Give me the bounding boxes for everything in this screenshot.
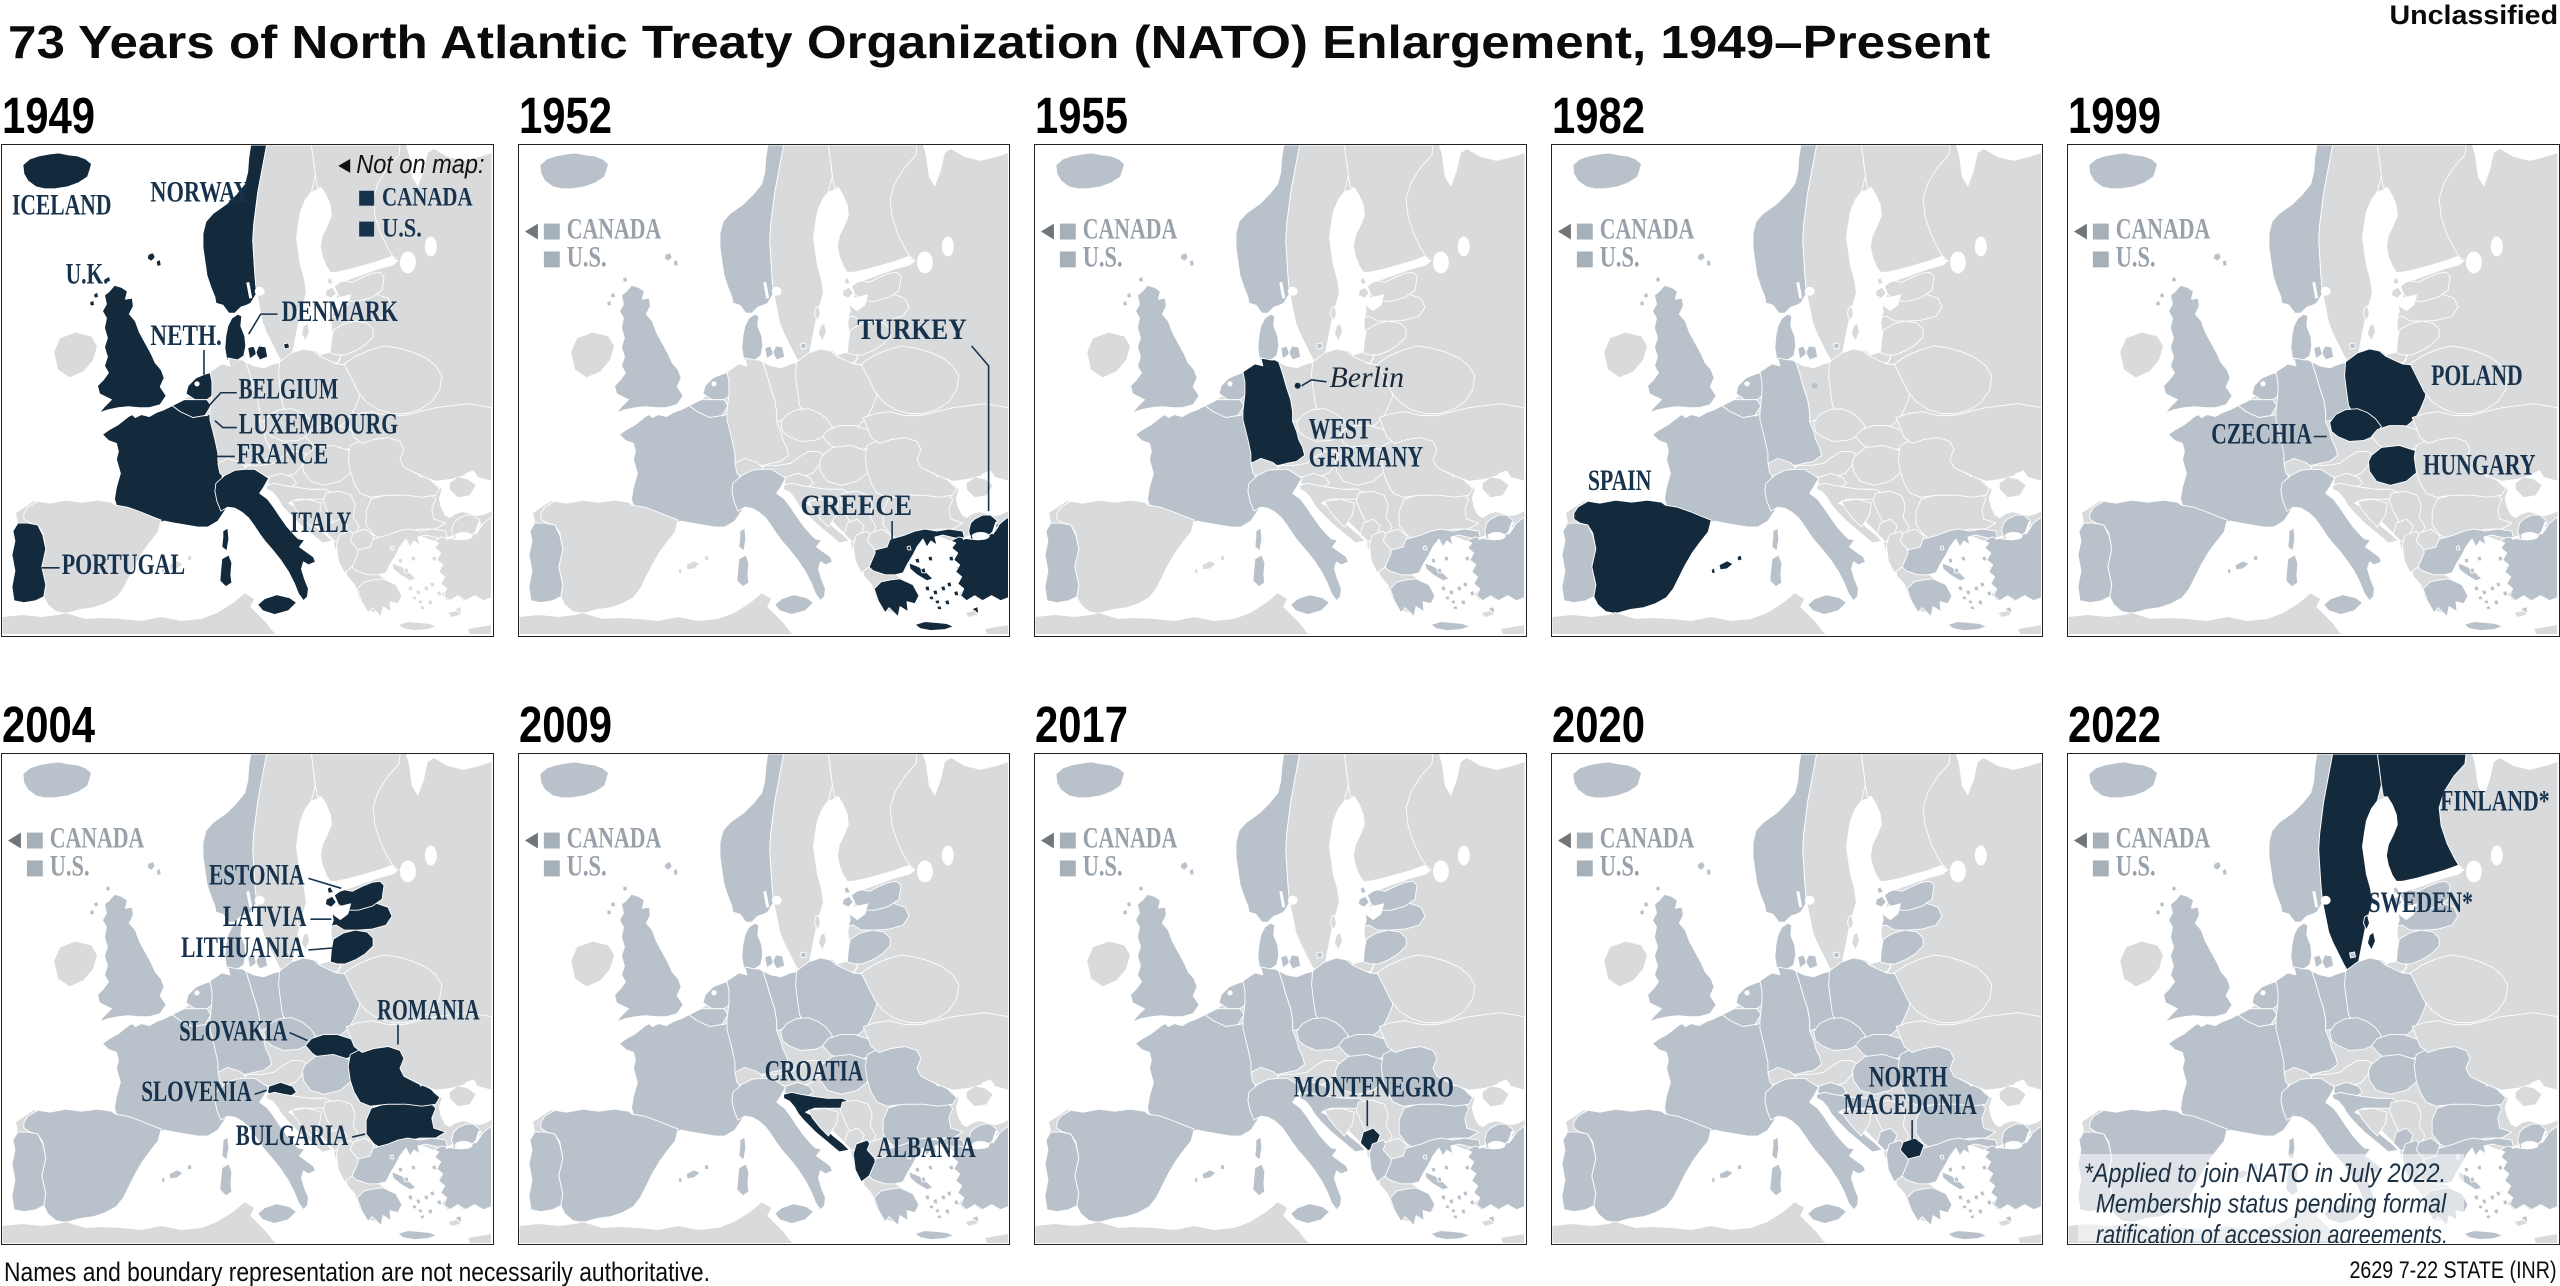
svg-text:U.S.: U.S. xyxy=(50,849,90,882)
svg-text:U.S.: U.S. xyxy=(2116,240,2156,273)
svg-text:ratification of accession agre: ratification of accession agreements. xyxy=(2096,1219,2448,1243)
svg-text:FINLAND*: FINLAND* xyxy=(2440,784,2549,817)
svg-text:ROMANIA: ROMANIA xyxy=(377,993,480,1026)
svg-text:PORTUGAL: PORTUGAL xyxy=(62,548,185,581)
svg-text:HUNGARY: HUNGARY xyxy=(2423,448,2535,481)
svg-text:Membership status pending form: Membership status pending formal xyxy=(2096,1188,2447,1218)
svg-text:SLOVAKIA: SLOVAKIA xyxy=(179,1014,288,1047)
svg-text:SPAIN: SPAIN xyxy=(1587,464,1651,497)
svg-text:U.K.: U.K. xyxy=(66,257,109,290)
svg-text:TURKEY: TURKEY xyxy=(857,313,966,346)
svg-text:Berlin: Berlin xyxy=(1329,361,1404,394)
svg-text:CZECHIA: CZECHIA xyxy=(2211,417,2312,450)
svg-text:CROATIA: CROATIA xyxy=(764,1054,863,1087)
svg-text:LATVIA: LATVIA xyxy=(223,900,307,933)
svg-text:CANADA: CANADA xyxy=(566,821,661,854)
svg-text:CANADA: CANADA xyxy=(566,213,661,246)
svg-text:CANADA: CANADA xyxy=(1083,821,1178,854)
svg-text:U.S.: U.S. xyxy=(1083,849,1123,882)
svg-text:CANADA: CANADA xyxy=(1599,213,1694,246)
svg-text:ESTONIA: ESTONIA xyxy=(209,858,305,891)
svg-text:MONTENEGRO: MONTENEGRO xyxy=(1294,1070,1454,1103)
svg-text:GREECE: GREECE xyxy=(800,489,911,522)
svg-text:WEST: WEST xyxy=(1309,413,1372,446)
svg-text:Not on map:: Not on map: xyxy=(356,151,484,179)
svg-text:NORWAY: NORWAY xyxy=(150,176,249,209)
svg-text:U.S.: U.S. xyxy=(566,240,606,273)
svg-text:CANADA: CANADA xyxy=(382,182,473,212)
svg-text:ICELAND: ICELAND xyxy=(12,189,111,222)
svg-text:SLOVENIA: SLOVENIA xyxy=(141,1075,252,1108)
svg-text:CANADA: CANADA xyxy=(2116,821,2211,854)
svg-text:*Applied to join NATO in July: *Applied to join NATO in July 2022. xyxy=(2084,1157,2446,1187)
svg-text:U.S.: U.S. xyxy=(1599,240,1639,273)
svg-text:MACEDONIA: MACEDONIA xyxy=(1843,1088,1977,1121)
svg-text:BULGARIA: BULGARIA xyxy=(236,1119,349,1152)
svg-text:LUXEMBOURG: LUXEMBOURG xyxy=(239,408,398,441)
svg-text:CANADA: CANADA xyxy=(1599,821,1694,854)
svg-text:GERMANY: GERMANY xyxy=(1309,440,1423,473)
svg-text:ITALY: ITALY xyxy=(291,506,352,539)
svg-text:CANADA: CANADA xyxy=(2116,213,2211,246)
svg-text:SWEDEN*: SWEDEN* xyxy=(2368,886,2472,919)
svg-text:ALBANIA: ALBANIA xyxy=(877,1130,976,1163)
svg-text:NORTH: NORTH xyxy=(1868,1060,1947,1093)
svg-text:NETH.: NETH. xyxy=(150,319,222,352)
svg-text:U.S.: U.S. xyxy=(1599,849,1639,882)
svg-text:U.S.: U.S. xyxy=(566,849,606,882)
svg-text:U.S.: U.S. xyxy=(382,213,422,243)
svg-text:DENMARK: DENMARK xyxy=(282,295,398,328)
svg-text:POLAND: POLAND xyxy=(2431,359,2523,392)
svg-text:U.S.: U.S. xyxy=(1083,240,1123,273)
svg-text:CANADA: CANADA xyxy=(50,821,145,854)
svg-text:BELGIUM: BELGIUM xyxy=(239,373,338,406)
svg-text:FRANCE: FRANCE xyxy=(237,437,329,470)
svg-text:LITHUANIA: LITHUANIA xyxy=(181,930,305,963)
svg-text:U.S.: U.S. xyxy=(2116,849,2156,882)
svg-text:CANADA: CANADA xyxy=(1083,213,1178,246)
